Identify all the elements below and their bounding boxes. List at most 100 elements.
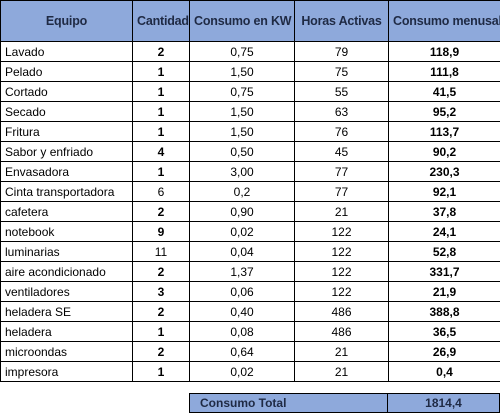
table-row: heladera SE 2 0,40 486 388,8: [0, 301, 500, 322]
cell-consumo-mensual[interactable]: 118,9: [388, 41, 500, 62]
cell-equipo[interactable]: heladera: [0, 321, 133, 342]
cell-horas-activas[interactable]: 486: [294, 301, 389, 322]
cell-consumo-kw[interactable]: 0,04: [189, 241, 295, 262]
table-row: microondas 2 0,64 21 26,9: [0, 341, 500, 362]
cell-consumo-mensual[interactable]: 37,8: [388, 201, 500, 222]
cell-horas-activas[interactable]: 21: [294, 361, 389, 382]
header-equipo[interactable]: Equipo: [0, 0, 133, 42]
cell-consumo-mensual[interactable]: 26,9: [388, 341, 500, 362]
cell-horas-activas[interactable]: 122: [294, 281, 389, 302]
cell-consumo-mensual[interactable]: 0,4: [388, 361, 500, 382]
cell-consumo-mensual[interactable]: 24,1: [388, 221, 500, 242]
cell-horas-activas[interactable]: 77: [294, 181, 389, 202]
cell-equipo[interactable]: microondas: [0, 341, 133, 362]
total-row: Consumo Total 1814,4: [189, 393, 500, 413]
header-horas-activas[interactable]: Horas Activas: [294, 0, 389, 42]
header-consumo-mensual[interactable]: Consumo menusal: [388, 0, 500, 42]
table-row: Sabor y enfriado 4 0,50 45 90,2: [0, 141, 500, 162]
cell-horas-activas[interactable]: 63: [294, 101, 389, 122]
cell-consumo-kw[interactable]: 3,00: [189, 161, 295, 182]
cell-consumo-mensual[interactable]: 21,9: [388, 281, 500, 302]
energy-consumption-table: Equipo Cantidad Consumo en KW Horas Acti…: [0, 0, 500, 382]
cell-horas-activas[interactable]: 21: [294, 341, 389, 362]
cell-consumo-mensual[interactable]: 111,8: [388, 61, 500, 82]
cell-consumo-mensual[interactable]: 36,5: [388, 321, 500, 342]
cell-horas-activas[interactable]: 122: [294, 241, 389, 262]
cell-horas-activas[interactable]: 122: [294, 221, 389, 242]
cell-consumo-mensual[interactable]: 113,7: [388, 121, 500, 142]
cell-consumo-kw[interactable]: 0,75: [189, 41, 295, 62]
cell-horas-activas[interactable]: 45: [294, 141, 389, 162]
cell-equipo[interactable]: aire acondicionado: [0, 261, 133, 282]
cell-consumo-kw[interactable]: 0,06: [189, 281, 295, 302]
cell-consumo-mensual[interactable]: 52,8: [388, 241, 500, 262]
cell-cantidad[interactable]: 2: [132, 201, 190, 222]
table-row: heladera 1 0,08 486 36,5: [0, 321, 500, 342]
cell-horas-activas[interactable]: 21: [294, 201, 389, 222]
cell-consumo-mensual[interactable]: 230,3: [388, 161, 500, 182]
cell-consumo-kw[interactable]: 0,75: [189, 81, 295, 102]
cell-equipo[interactable]: Cinta transportadora: [0, 181, 133, 202]
cell-consumo-kw[interactable]: 0,02: [189, 221, 295, 242]
cell-cantidad[interactable]: 1: [132, 161, 190, 182]
cell-equipo[interactable]: ventiladores: [0, 281, 133, 302]
cell-equipo[interactable]: heladera SE: [0, 301, 133, 322]
cell-cantidad[interactable]: 2: [132, 341, 190, 362]
cell-equipo[interactable]: notebook: [0, 221, 133, 242]
cell-consumo-kw[interactable]: 0,40: [189, 301, 295, 322]
cell-consumo-mensual[interactable]: 331,7: [388, 261, 500, 282]
cell-consumo-mensual[interactable]: 41,5: [388, 81, 500, 102]
cell-equipo[interactable]: Pelado: [0, 61, 133, 82]
cell-horas-activas[interactable]: 77: [294, 161, 389, 182]
cell-cantidad[interactable]: 1: [132, 321, 190, 342]
cell-cantidad[interactable]: 9: [132, 221, 190, 242]
cell-equipo[interactable]: luminarias: [0, 241, 133, 262]
header-cantidad[interactable]: Cantidad: [132, 0, 190, 42]
cell-cantidad[interactable]: 2: [132, 41, 190, 62]
total-value-cell[interactable]: 1814,4: [388, 393, 500, 413]
cell-horas-activas[interactable]: 55: [294, 81, 389, 102]
cell-cantidad[interactable]: 2: [132, 261, 190, 282]
cell-consumo-mensual[interactable]: 92,1: [388, 181, 500, 202]
cell-cantidad[interactable]: 6: [132, 181, 190, 202]
cell-cantidad[interactable]: 4: [132, 141, 190, 162]
cell-cantidad[interactable]: 2: [132, 301, 190, 322]
cell-consumo-kw[interactable]: 0,50: [189, 141, 295, 162]
cell-consumo-kw[interactable]: 0,02: [189, 361, 295, 382]
cell-cantidad[interactable]: 1: [132, 101, 190, 122]
table-row: cafetera 2 0,90 21 37,8: [0, 201, 500, 222]
cell-equipo[interactable]: Cortado: [0, 81, 133, 102]
cell-consumo-kw[interactable]: 0,64: [189, 341, 295, 362]
cell-equipo[interactable]: Secado: [0, 101, 133, 122]
cell-cantidad[interactable]: 1: [132, 61, 190, 82]
cell-cantidad[interactable]: 1: [132, 81, 190, 102]
cell-consumo-kw[interactable]: 0,08: [189, 321, 295, 342]
cell-cantidad[interactable]: 1: [132, 361, 190, 382]
cell-cantidad[interactable]: 3: [132, 281, 190, 302]
cell-cantidad[interactable]: 11: [132, 241, 190, 262]
cell-consumo-kw[interactable]: 0,2: [189, 181, 295, 202]
cell-equipo[interactable]: Envasadora: [0, 161, 133, 182]
cell-horas-activas[interactable]: 486: [294, 321, 389, 342]
cell-equipo[interactable]: Fritura: [0, 121, 133, 142]
cell-cantidad[interactable]: 1: [132, 121, 190, 142]
cell-consumo-mensual[interactable]: 90,2: [388, 141, 500, 162]
table-row: luminarias 11 0,04 122 52,8: [0, 241, 500, 262]
cell-horas-activas[interactable]: 122: [294, 261, 389, 282]
cell-consumo-kw[interactable]: 1,50: [189, 121, 295, 142]
header-consumo-kw[interactable]: Consumo en KW: [189, 0, 295, 42]
cell-equipo[interactable]: cafetera: [0, 201, 133, 222]
cell-equipo[interactable]: impresora: [0, 361, 133, 382]
cell-consumo-mensual[interactable]: 95,2: [388, 101, 500, 122]
cell-consumo-kw[interactable]: 1,50: [189, 101, 295, 122]
cell-consumo-mensual[interactable]: 388,8: [388, 301, 500, 322]
cell-horas-activas[interactable]: 76: [294, 121, 389, 142]
cell-horas-activas[interactable]: 75: [294, 61, 389, 82]
cell-equipo[interactable]: Lavado: [0, 41, 133, 62]
cell-consumo-kw[interactable]: 0,90: [189, 201, 295, 222]
cell-horas-activas[interactable]: 79: [294, 41, 389, 62]
cell-equipo[interactable]: Sabor y enfriado: [0, 141, 133, 162]
cell-consumo-kw[interactable]: 1,50: [189, 61, 295, 82]
total-label-cell[interactable]: Consumo Total: [189, 393, 388, 413]
cell-consumo-kw[interactable]: 1,37: [189, 261, 295, 282]
